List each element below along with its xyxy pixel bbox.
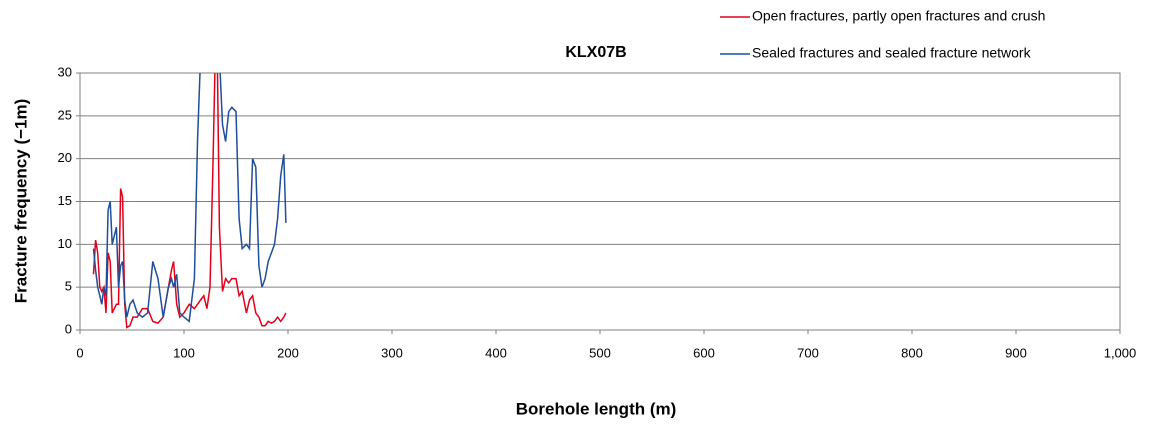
x-tick-label: 800: [901, 345, 923, 360]
y-tick-label: 5: [65, 279, 72, 294]
series-line: [92, 73, 287, 323]
y-tick-label: 10: [58, 236, 72, 251]
x-tick-label: 300: [381, 345, 403, 360]
plot-lines: [92, 73, 287, 329]
y-tick-label: 0: [65, 321, 72, 336]
x-tick-label: 200: [277, 345, 299, 360]
y-tick-label: 20: [58, 150, 72, 165]
x-axis-label: Borehole length (m): [516, 399, 677, 418]
x-tick-label: 500: [589, 345, 611, 360]
x-tick-label: 400: [485, 345, 507, 360]
y-axis-label: Fracture frequency (−1m): [11, 99, 30, 304]
x-tick-label: 0: [76, 345, 83, 360]
series-line: [92, 73, 287, 329]
x-tick-label: 700: [797, 345, 819, 360]
y-tick-label: 25: [58, 107, 72, 122]
y-tick-label: 15: [58, 193, 72, 208]
x-tick-label: 1,000: [1104, 345, 1137, 360]
legend-label: Open fractures, partly open fractures an…: [752, 8, 1045, 24]
x-tick-label: 100: [173, 345, 195, 360]
x-tick-label: 900: [1005, 345, 1027, 360]
y-tick-label: 30: [58, 64, 72, 79]
x-tick-label: 600: [693, 345, 715, 360]
legend-label: Sealed fractures and sealed fracture net…: [752, 45, 1032, 61]
chart-title: KLX07B: [565, 44, 626, 61]
